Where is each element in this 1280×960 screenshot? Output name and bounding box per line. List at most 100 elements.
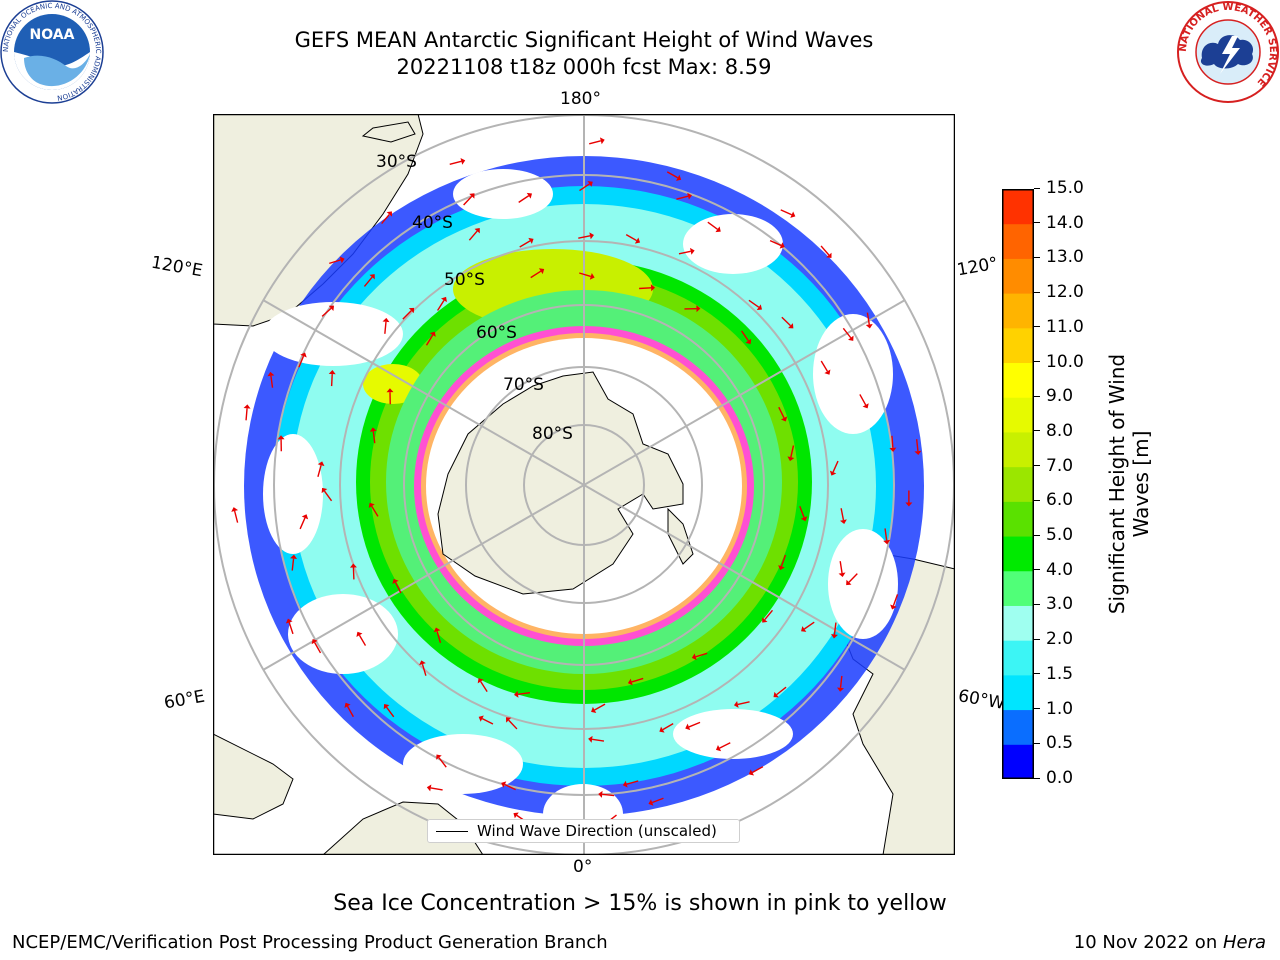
wind-arrow-head xyxy=(344,702,351,708)
wind-arrow-head xyxy=(883,539,891,545)
colorbar-swatch xyxy=(1002,397,1034,433)
wind-arrow-shaft xyxy=(781,316,791,327)
wind-arrow-head xyxy=(779,242,785,249)
footer-host: Hera xyxy=(1222,932,1266,953)
wind-arrow-shaft xyxy=(639,287,652,290)
wind-arrow-shaft xyxy=(737,701,750,706)
wind-arrow-head xyxy=(627,678,633,686)
wind-arrow-head xyxy=(356,631,363,637)
wind-arrow-shaft xyxy=(748,299,760,308)
colorbar-swatches xyxy=(1002,189,1034,780)
wind-arrow-head xyxy=(267,371,275,377)
wind-arrow-head xyxy=(788,323,794,329)
map-panel xyxy=(212,113,956,856)
wind-arrow-shaft xyxy=(915,439,919,452)
wind-arrow-head xyxy=(846,579,852,586)
wind-arrow-shaft xyxy=(688,721,701,728)
wind-arrow-head xyxy=(801,626,807,632)
wind-arrow-shaft xyxy=(790,445,795,458)
wind-arrow-shaft xyxy=(676,195,689,200)
wind-arrow-head xyxy=(696,305,701,313)
colorbar-swatch xyxy=(1002,431,1034,468)
wind-arrow-shaft xyxy=(839,561,843,574)
colorbar-tick-label: 10.0 xyxy=(1034,352,1084,372)
wind-arrow-head xyxy=(328,305,335,311)
wind-arrow-shaft xyxy=(298,355,305,368)
wind-arrow-shaft xyxy=(884,528,888,541)
wind-arrow-shaft xyxy=(589,140,601,145)
colorbar-swatch xyxy=(1002,744,1034,780)
wind-arrow-shaft xyxy=(594,703,606,711)
wind-arrow-head xyxy=(419,660,426,666)
wind-arrow-shaft xyxy=(363,276,373,287)
wind-arrow-head xyxy=(369,274,375,280)
wind-arrow-shaft xyxy=(384,321,387,334)
wind-arrow-head xyxy=(440,296,447,303)
wind-arrow-head xyxy=(650,284,656,292)
meridian-label-120e: 120°E xyxy=(149,252,205,282)
wind-arrow-head xyxy=(890,604,897,610)
colorbar-tick-label: 0.0 xyxy=(1034,768,1073,788)
wind-arrow-shaft xyxy=(480,681,488,692)
wind-arrow-shaft xyxy=(323,490,333,502)
wind-arrow-head xyxy=(290,554,298,560)
wind-arrow-head xyxy=(386,211,393,217)
wind-arrow-shaft xyxy=(430,787,443,791)
wind-arrow-head xyxy=(591,706,597,714)
wind-arrow-head xyxy=(505,717,512,723)
wind-arrow-shaft xyxy=(517,691,530,695)
wind-arrow-head xyxy=(408,307,415,314)
legend-label: Wind Wave Direction (unscaled) xyxy=(477,822,717,840)
colorbar-tick-label: 1.5 xyxy=(1034,664,1073,684)
wind-arrow-head xyxy=(756,304,763,311)
wind-arrow-head xyxy=(598,790,603,798)
polar-map xyxy=(212,113,956,856)
wind-arrow-shaft xyxy=(438,757,447,768)
wind-arrow-head xyxy=(460,157,466,165)
colorbar-swatch xyxy=(1002,362,1034,398)
wind-arrow-shaft xyxy=(859,394,867,406)
wind-arrow-shaft xyxy=(579,183,590,192)
wind-arrow-head xyxy=(369,427,377,432)
colorbar-label: Significant Height of Wind Waves [m] xyxy=(1105,353,1153,615)
wind-arrow-head xyxy=(474,228,480,234)
wind-arrow-shaft xyxy=(288,622,294,635)
colorbar-tick-label: 13.0 xyxy=(1034,247,1084,267)
wind-arrow-shaft xyxy=(372,431,376,444)
wind-arrow-shaft xyxy=(662,722,674,731)
wind-arrow-head xyxy=(317,461,325,467)
wind-arrow-shaft xyxy=(291,558,295,571)
latitude-label-40s: 40°S xyxy=(412,213,453,233)
wind-arrow-shaft xyxy=(833,622,837,635)
wind-arrow-shaft xyxy=(780,209,792,216)
svg-text:NOAA: NOAA xyxy=(30,27,75,43)
wind-arrow-head xyxy=(889,447,897,452)
footer-date: 10 Nov 2022 on xyxy=(1073,932,1223,953)
wind-arrow-head xyxy=(829,470,837,476)
wind-arrow-head xyxy=(800,516,808,522)
wind-arrow-head xyxy=(715,226,721,233)
meridian-label-0: 0° xyxy=(573,857,593,877)
colorbar-swatch xyxy=(1002,674,1034,711)
wind-arrow-shaft xyxy=(358,634,367,646)
wind-arrow-head xyxy=(622,780,628,788)
wind-arrow-head xyxy=(392,578,399,584)
wind-arrow-head xyxy=(321,487,328,494)
wind-arrow-head xyxy=(862,403,869,409)
footer-timestamp: 10 Nov 2022 on Hera xyxy=(1074,932,1266,953)
antarctica xyxy=(437,371,684,595)
wind-arrow-head xyxy=(745,338,752,345)
colorbar-tick-label: 8.0 xyxy=(1034,421,1073,441)
nws-logo: NATIONAL WEATHER SERVICE xyxy=(1176,0,1280,104)
wind-arrow-shaft xyxy=(270,375,274,388)
wind-arrow-head xyxy=(790,211,796,218)
colorbar-tick-label: 2.0 xyxy=(1034,629,1073,649)
wind-arrow-head xyxy=(368,502,375,508)
wind-arrow-shaft xyxy=(508,719,518,730)
colorbar-tick-label: 11.0 xyxy=(1034,317,1084,337)
colorbar-swatch xyxy=(1002,293,1034,329)
wind-arrow-shaft xyxy=(578,235,591,239)
colorbar-tick-label: 9.0 xyxy=(1034,386,1073,406)
colorbar-tick-label: 15.0 xyxy=(1034,178,1084,198)
wind-arrow-shaft xyxy=(707,221,718,230)
